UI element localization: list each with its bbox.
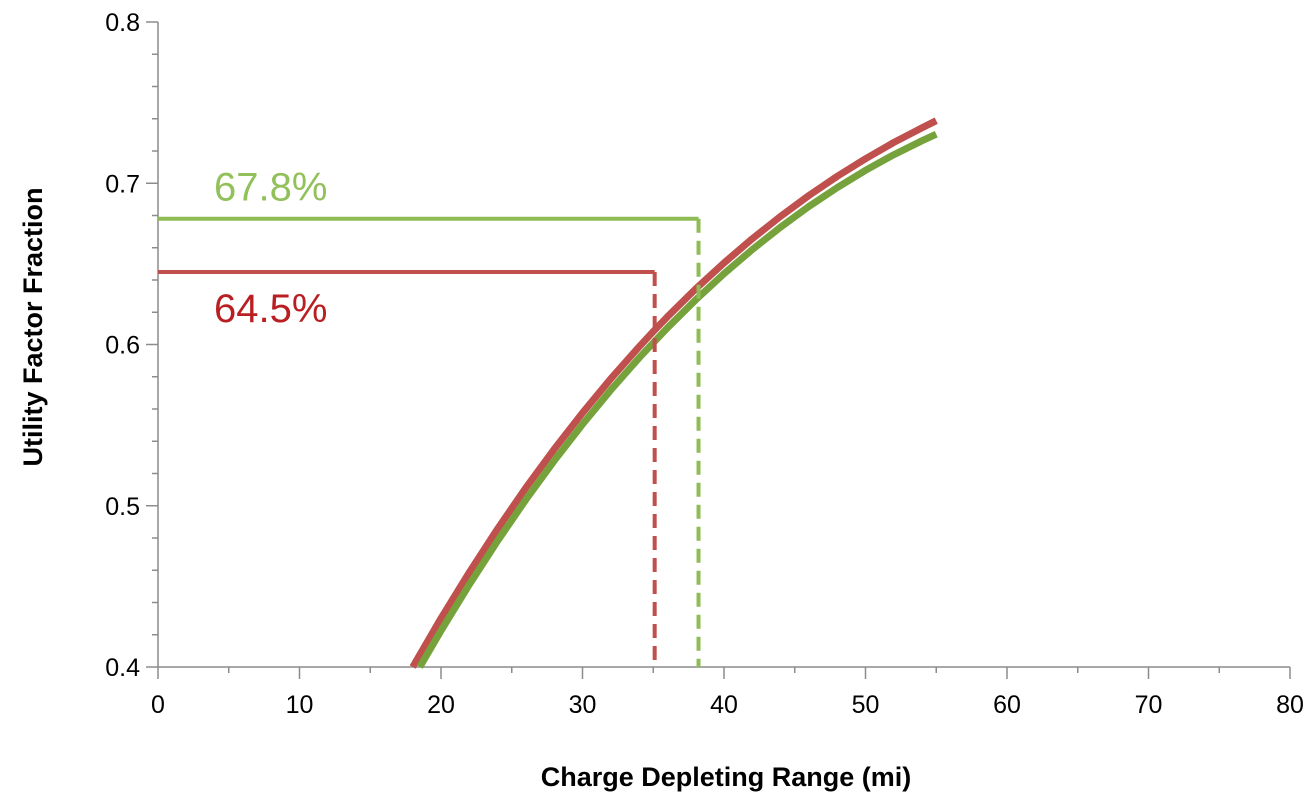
series-line-2	[416, 131, 938, 669]
y-tick-label: 0.5	[105, 493, 140, 521]
x-tick-label: 80	[1276, 691, 1304, 719]
x-tick-label: 30	[569, 691, 597, 719]
x-tick-label: 20	[427, 691, 455, 719]
series-layer	[409, 117, 938, 669]
x-tick-label: 40	[710, 691, 738, 719]
x-tick-label: 0	[151, 691, 165, 719]
series-line-1	[409, 117, 938, 669]
y-tick-label: 0.7	[105, 170, 140, 198]
x-tick-label: 70	[1135, 691, 1163, 719]
x-tick-label: 50	[852, 691, 880, 719]
annotation-label-2: 64.5%	[214, 287, 327, 331]
axes: 0.4 0.5 0.6 0.7 0.8 0 10 20 30 40 50 60 70 80	[105, 9, 1304, 719]
y-tick-label: 0.8	[105, 9, 140, 37]
annotation-layer: 67.8% 64.5%	[158, 166, 701, 667]
y-tick-label: 0.4	[105, 654, 140, 682]
x-axis-title: Charge Depleting Range (mi)	[541, 762, 912, 792]
x-tick-label: 60	[993, 691, 1021, 719]
annotation-label-1: 67.8%	[214, 166, 327, 210]
y-tick-label: 0.6	[105, 332, 140, 360]
x-tick-label: 10	[286, 691, 314, 719]
y-axis-title: Utility Factor Fraction	[18, 187, 48, 466]
